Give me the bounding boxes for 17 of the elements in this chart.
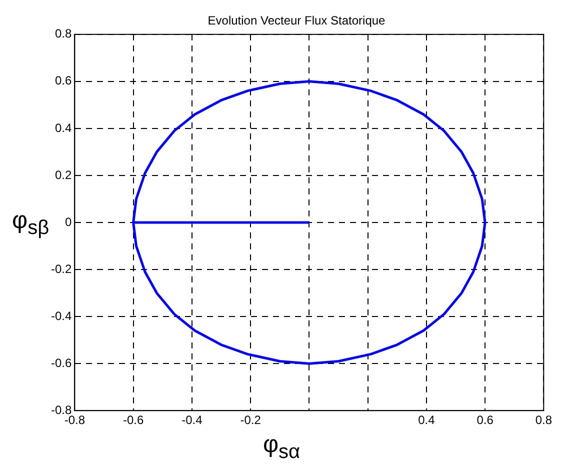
- y-tick-label: -0.6: [50, 356, 72, 370]
- y-tick-label: 0.4: [54, 120, 72, 135]
- x-tick-label: -0.2: [240, 413, 262, 428]
- y-tick-label: 0.6: [54, 74, 72, 88]
- x-tick-label: 0.4: [418, 413, 436, 428]
- x-tick-label: -0.4: [182, 413, 203, 428]
- x-axis-title: φ$_{sα}$: [262, 431, 302, 464]
- y-tick-label: -0.2: [50, 262, 72, 276]
- y-tick-label: 0.2: [54, 168, 72, 182]
- x-tick-label: 0.6: [476, 413, 494, 428]
- x-tick-label: -0.6: [122, 413, 144, 428]
- x-tick-label: 0.8: [535, 413, 552, 428]
- y-tick-label: 0.8: [54, 26, 72, 41]
- y-tick-label: 0: [64, 214, 72, 229]
- chart-title: Evolution Vecteur Flux Statorique: [208, 14, 386, 28]
- y-axis-title: φ$_{sβ}$: [12, 206, 50, 240]
- y-tick-label: -0.4: [50, 308, 72, 323]
